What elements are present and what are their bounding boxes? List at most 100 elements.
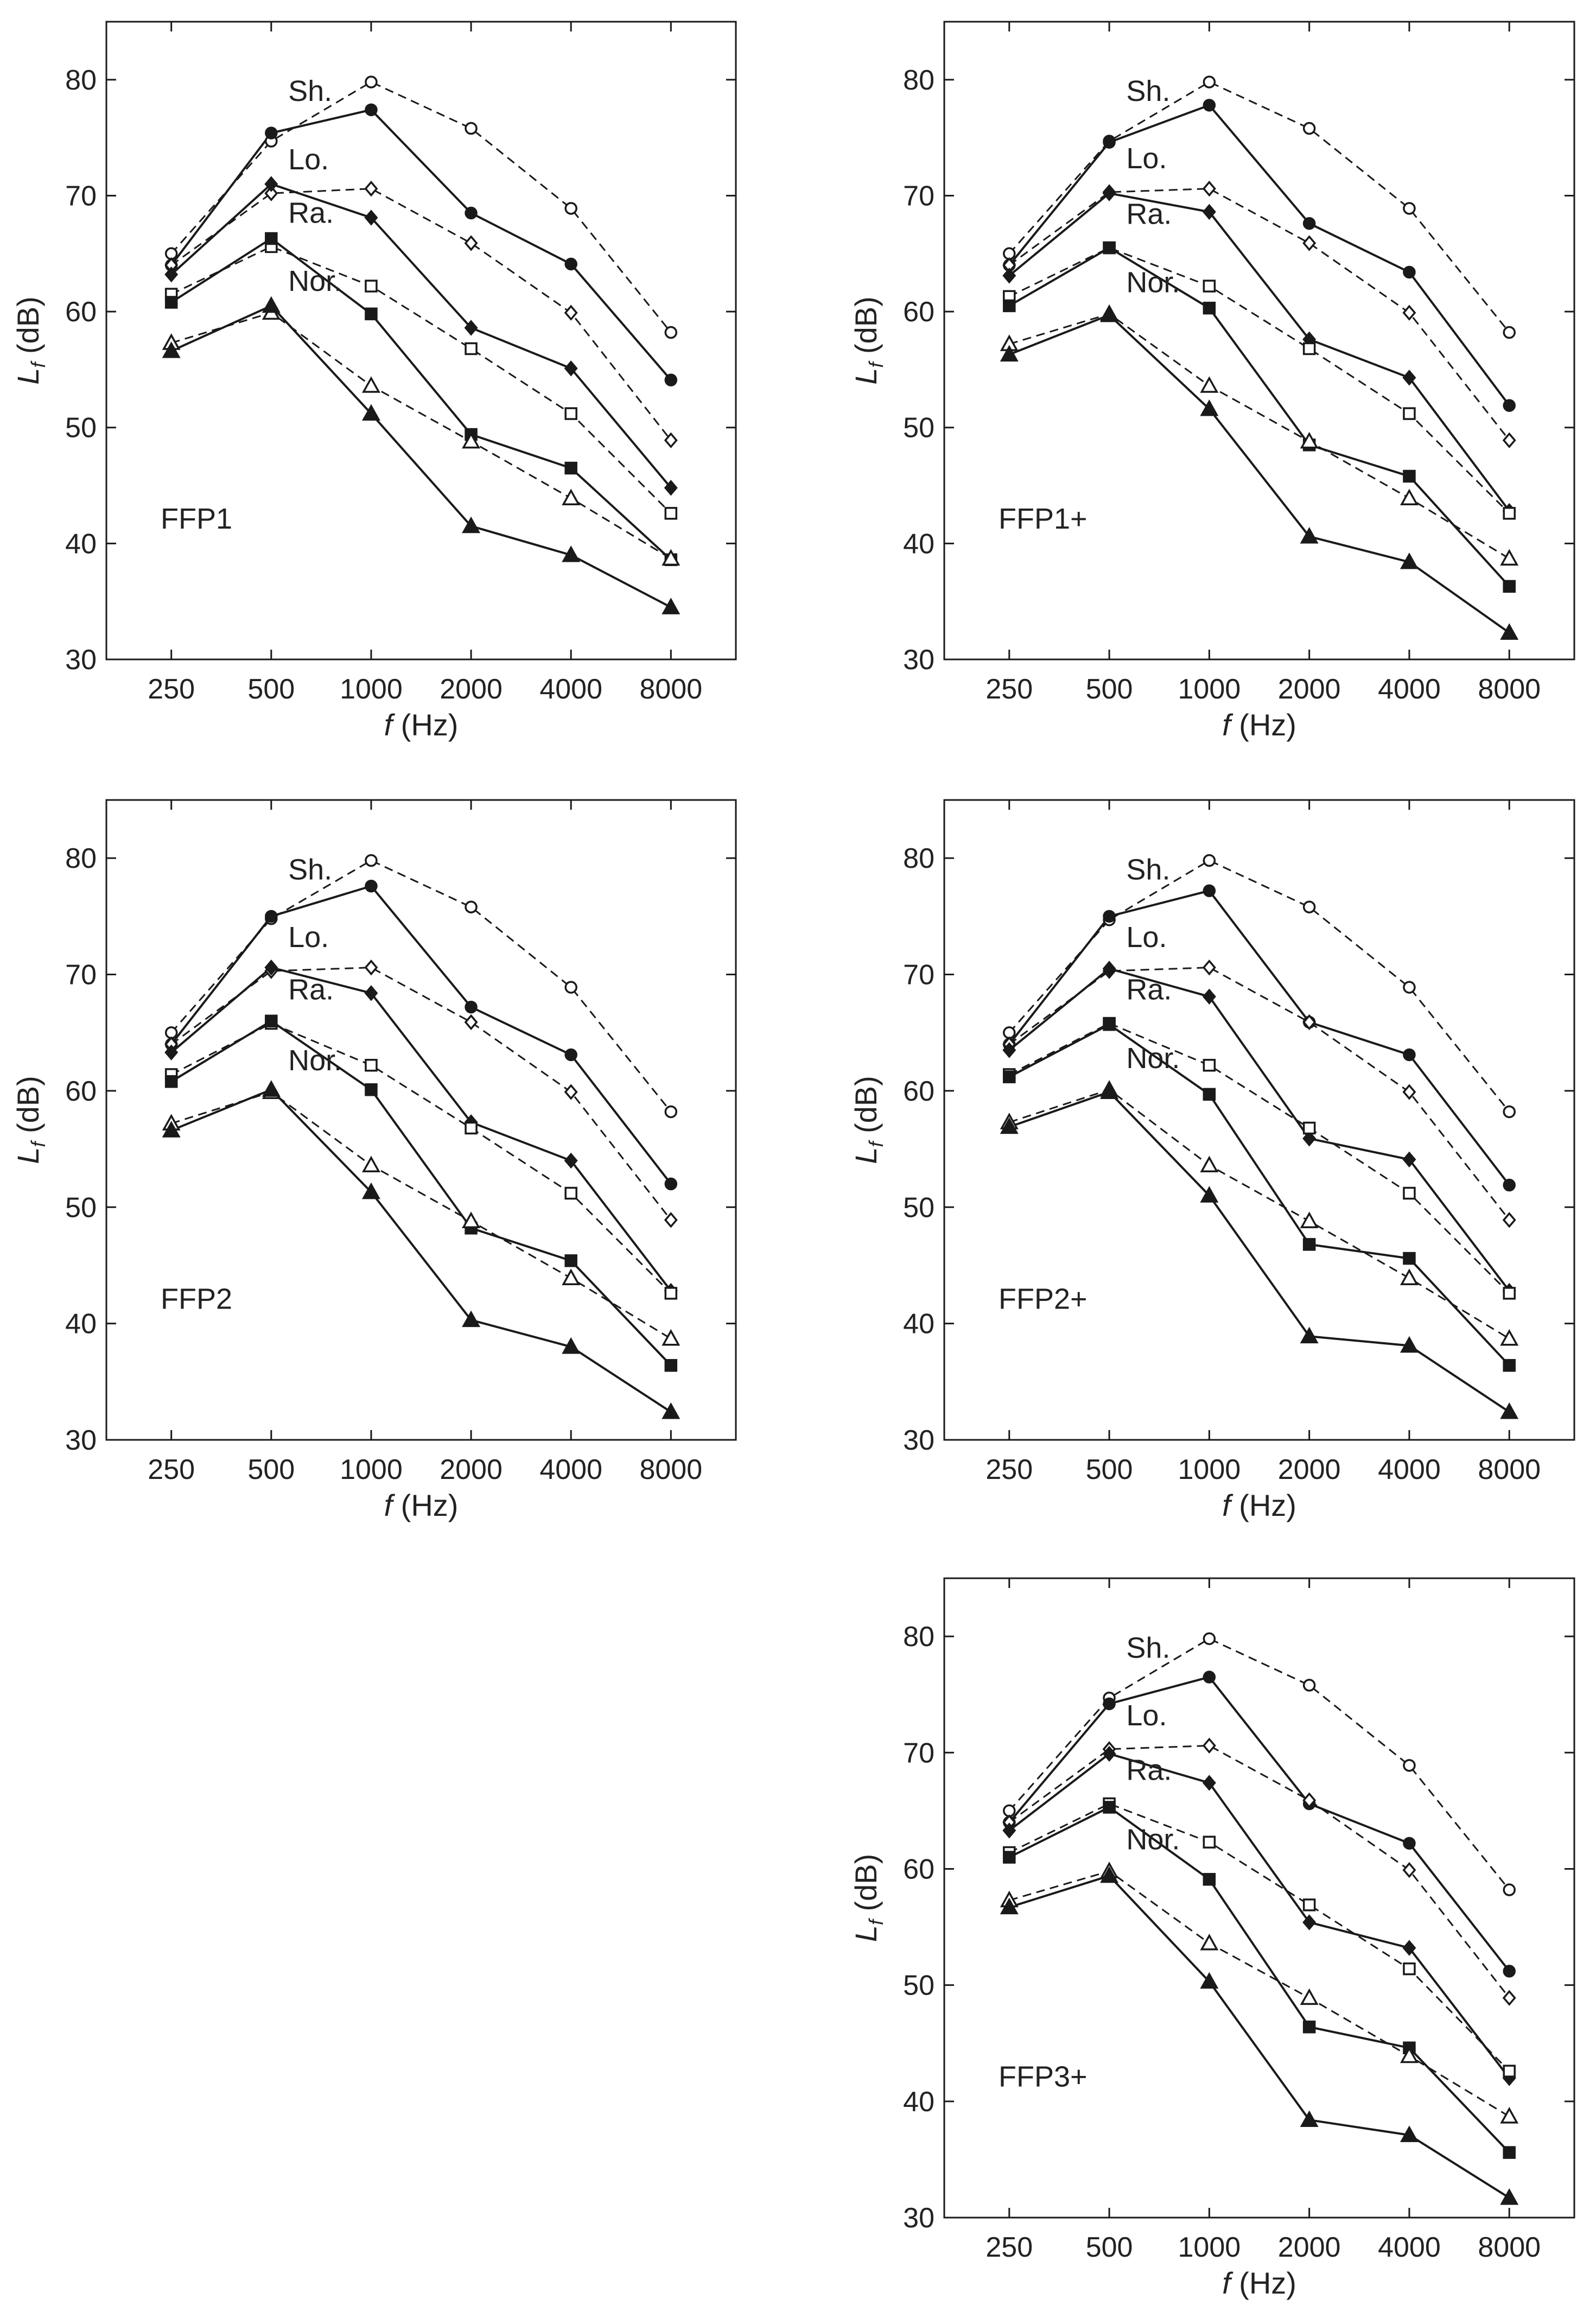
chart-panel-ffp1: 30 40 50 60 70 80 250 500 1000 2000 4000 8000 f (Hz)… bbox=[11, 21, 737, 742]
data-point-sh-open bbox=[1302, 1679, 1316, 1692]
y-tick-label: 60 bbox=[903, 1076, 934, 1107]
data-point-lo-filled bbox=[664, 480, 678, 496]
y-axis-symbol: L bbox=[849, 368, 883, 385]
panel-label: FFP2+ bbox=[999, 1282, 1088, 1315]
x-tick-label: 8000 bbox=[639, 674, 702, 705]
y-tick-label: 60 bbox=[65, 1076, 97, 1107]
chart-panel-ffp1-plus: 30 40 50 60 70 80 250 500 1000 2000 4000 8000 f (Hz)… bbox=[849, 21, 1575, 742]
series-line-sh-open bbox=[1008, 859, 1510, 1113]
data-point-nor-open bbox=[361, 1155, 380, 1173]
data-point-ra-filled bbox=[1403, 1252, 1416, 1265]
data-point-sh-filled bbox=[664, 1177, 678, 1191]
data-point-ra-filled bbox=[1302, 2020, 1316, 2034]
data-point-lo-filled bbox=[1402, 1151, 1416, 1168]
series-line-ra-filled bbox=[170, 1019, 672, 1367]
y-tick-label: 30 bbox=[65, 1425, 97, 1456]
series-line-lo-open bbox=[170, 188, 672, 441]
data-point-nor-open bbox=[462, 431, 481, 449]
x-tick-label: 4000 bbox=[1378, 1454, 1441, 1485]
series-line-nor-open bbox=[171, 312, 672, 560]
data-point-nor-open bbox=[1400, 1268, 1419, 1285]
series-line-sh-filled bbox=[1008, 889, 1510, 1186]
plot-frame bbox=[943, 1577, 1575, 2219]
series-label: Lo. bbox=[1126, 1699, 1167, 1732]
data-point-lo-open bbox=[1402, 1084, 1416, 1100]
data-point-nor-open bbox=[562, 488, 581, 505]
series-line-ra-filled bbox=[1008, 1023, 1510, 1367]
x-axis-title: f (Hz) bbox=[1222, 1488, 1296, 1522]
series-line-lo-filled bbox=[170, 182, 672, 489]
y-tick-label: 70 bbox=[65, 960, 97, 991]
data-point-nor-filled bbox=[162, 341, 181, 358]
series-label: Sh. bbox=[1126, 853, 1170, 886]
y-tick-label: 30 bbox=[65, 644, 97, 676]
x-axis-title: f (Hz) bbox=[1222, 708, 1296, 742]
series-line-nor-filled bbox=[1009, 1875, 1510, 2199]
data-point-sh-filled bbox=[365, 879, 378, 893]
data-point-ra-filled bbox=[1203, 1872, 1216, 1886]
data-point-sh-filled bbox=[1103, 136, 1116, 149]
data-point-ra-open bbox=[1203, 1836, 1216, 1849]
data-point-lo-open bbox=[1202, 1737, 1216, 1754]
data-point-nor-filled bbox=[1100, 1082, 1119, 1100]
x-tick-label: 500 bbox=[247, 1454, 295, 1485]
x-axis-unit: (Hz) bbox=[392, 708, 458, 742]
data-point-lo-open bbox=[664, 1212, 678, 1228]
data-point-lo-filled bbox=[1102, 961, 1116, 977]
data-point-nor-filled bbox=[662, 1402, 681, 1419]
data-point-ra-open bbox=[1403, 1186, 1416, 1200]
data-point-lo-open bbox=[564, 1084, 578, 1100]
y-tick-label: 80 bbox=[65, 65, 97, 96]
data-point-nor-filled bbox=[1500, 623, 1519, 640]
data-point-ra-filled bbox=[1003, 299, 1016, 313]
data-point-nor-filled bbox=[1400, 2125, 1419, 2142]
data-point-ra-open bbox=[465, 342, 478, 355]
y-tick-label: 70 bbox=[65, 180, 97, 212]
data-point-lo-open bbox=[1402, 304, 1416, 321]
data-point-sh-filled bbox=[465, 1000, 478, 1014]
series-line-nor-open bbox=[1009, 1870, 1510, 2117]
y-axis-title: Lf (dB) bbox=[11, 296, 49, 385]
data-point-nor-open bbox=[562, 1268, 581, 1285]
series-line-nor-filled bbox=[170, 1088, 672, 1413]
data-point-nor-open bbox=[662, 1329, 681, 1346]
data-point-nor-filled bbox=[1500, 1402, 1519, 1419]
data-point-lo-open bbox=[1502, 1212, 1516, 1228]
data-point-lo-open bbox=[264, 185, 278, 201]
panel-label: FFP1 bbox=[161, 503, 232, 535]
data-point-nor-filled bbox=[1400, 552, 1419, 569]
y-tick-label: 70 bbox=[903, 180, 934, 212]
data-point-lo-filled bbox=[164, 1044, 179, 1060]
data-point-ra-open bbox=[1503, 507, 1516, 520]
x-tick-label: 500 bbox=[1086, 1454, 1133, 1485]
series-label: Ra. bbox=[1126, 198, 1172, 231]
data-point-lo-open bbox=[1302, 235, 1317, 251]
data-point-sh-open bbox=[1503, 1883, 1516, 1896]
x-axis-unit: (Hz) bbox=[1231, 1488, 1296, 1522]
data-point-nor-open bbox=[1200, 1155, 1219, 1173]
data-point-lo-filled bbox=[1102, 185, 1116, 201]
data-point-ra-open bbox=[365, 1058, 378, 1072]
x-tick-label: 1000 bbox=[1178, 1454, 1241, 1485]
x-axis-title: f (Hz) bbox=[384, 1488, 459, 1522]
y-axis-unit: (dB) bbox=[849, 1076, 883, 1141]
series-label: Sh. bbox=[288, 75, 332, 107]
data-point-sh-filled bbox=[1403, 1837, 1416, 1850]
x-tick-label: 8000 bbox=[1478, 1454, 1541, 1485]
series-line-nor-filled bbox=[1009, 1090, 1510, 1413]
data-point-ra-filled bbox=[1503, 580, 1516, 593]
data-point-nor-filled bbox=[1000, 345, 1019, 362]
data-point-lo-filled bbox=[1202, 988, 1216, 1005]
data-point-sh-filled bbox=[564, 1048, 577, 1062]
data-point-ra-filled bbox=[164, 1075, 178, 1088]
plot-frame bbox=[943, 799, 1575, 1441]
x-tick-label: 500 bbox=[1086, 2232, 1133, 2263]
data-point-lo-open bbox=[1402, 1862, 1416, 1878]
data-point-nor-filled bbox=[562, 545, 581, 562]
series-line-ra-open bbox=[170, 1022, 672, 1294]
data-point-nor-filled bbox=[1200, 399, 1219, 416]
series-label: Lo. bbox=[1126, 921, 1167, 954]
data-point-sh-open bbox=[365, 75, 378, 88]
data-point-lo-filled bbox=[1402, 370, 1416, 386]
data-point-lo-open bbox=[1302, 1014, 1317, 1031]
